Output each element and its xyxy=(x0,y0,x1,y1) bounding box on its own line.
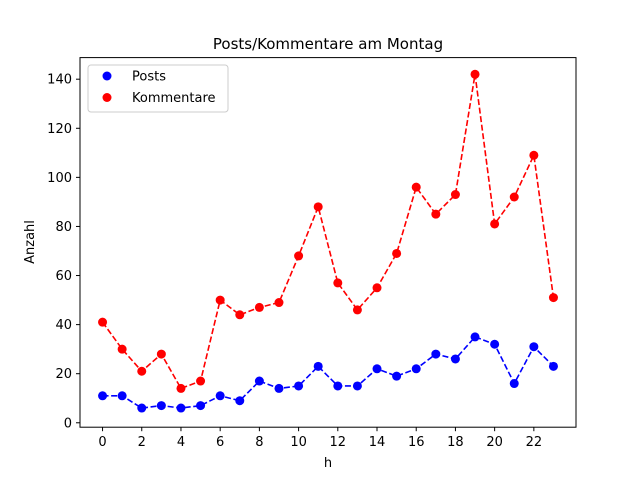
data-point xyxy=(176,403,186,413)
y-axis-label: Anzahl xyxy=(23,220,38,264)
data-point xyxy=(196,376,206,386)
data-point xyxy=(98,391,108,401)
data-point xyxy=(548,293,558,303)
y-tick-label: 120 xyxy=(47,122,72,137)
data-point xyxy=(470,332,480,342)
y-axis-ticks: 0 20 40 60 80 100 120 140 xyxy=(47,73,80,431)
data-point xyxy=(274,383,284,393)
series-kommentare xyxy=(98,69,558,393)
x-tick-label: 12 xyxy=(330,435,347,450)
x-tick-label: 20 xyxy=(486,435,503,450)
legend-label: Kommentare xyxy=(132,91,216,106)
data-point xyxy=(137,403,147,413)
x-tick-label: 10 xyxy=(290,435,307,450)
data-point xyxy=(450,190,460,200)
data-point xyxy=(313,202,323,212)
legend-box xyxy=(87,64,229,113)
y-tick-label: 100 xyxy=(47,171,72,186)
legend: Posts Kommentare xyxy=(87,64,229,113)
data-point xyxy=(372,364,382,374)
data-point xyxy=(274,298,284,308)
series-posts xyxy=(98,332,558,413)
data-point xyxy=(313,361,323,371)
y-tick-label: 60 xyxy=(55,269,72,284)
x-tick-label: 16 xyxy=(408,435,425,450)
data-point xyxy=(117,391,127,401)
legend-marker xyxy=(102,71,112,81)
x-tick-label: 8 xyxy=(255,435,263,450)
data-point xyxy=(372,283,382,293)
data-point xyxy=(548,361,558,371)
legend-label: Posts xyxy=(132,70,166,85)
data-point xyxy=(117,344,127,354)
data-point xyxy=(392,248,402,258)
series-line xyxy=(101,74,555,390)
data-point xyxy=(215,295,225,305)
data-point xyxy=(333,381,343,391)
x-tick-label: 0 xyxy=(98,435,106,450)
data-point xyxy=(529,342,539,352)
y-tick-label: 20 xyxy=(55,367,72,382)
data-point xyxy=(529,150,539,160)
data-point xyxy=(196,401,206,411)
data-point xyxy=(490,219,500,229)
data-point xyxy=(294,251,304,261)
data-point xyxy=(294,381,304,391)
chart-title: Posts/Kommentare am Montag xyxy=(213,35,443,53)
x-tick-label: 14 xyxy=(369,435,386,450)
y-tick-label: 40 xyxy=(55,318,72,333)
data-point xyxy=(98,317,108,327)
x-axis-label: h xyxy=(324,456,332,471)
data-point xyxy=(137,366,147,376)
series-line xyxy=(102,335,555,409)
data-point xyxy=(509,379,519,389)
x-tick-label: 18 xyxy=(447,435,464,450)
data-point xyxy=(450,354,460,364)
data-point xyxy=(411,182,421,192)
x-tick-label: 6 xyxy=(216,435,224,450)
y-tick-label: 140 xyxy=(47,73,72,88)
data-point xyxy=(411,364,421,374)
data-point xyxy=(392,371,402,381)
data-point xyxy=(509,192,519,202)
data-point xyxy=(254,302,264,312)
y-tick-label: 80 xyxy=(55,220,72,235)
y-tick-label: 0 xyxy=(64,416,72,431)
data-point xyxy=(176,383,186,393)
data-point xyxy=(352,381,362,391)
x-tick-label: 22 xyxy=(526,435,543,450)
data-point xyxy=(352,305,362,315)
data-point xyxy=(333,278,343,288)
data-point xyxy=(235,310,245,320)
data-point xyxy=(156,401,166,411)
plot-frame xyxy=(79,57,577,428)
data-point xyxy=(470,69,480,79)
series-layer xyxy=(98,69,558,413)
data-point xyxy=(490,339,500,349)
data-point xyxy=(431,209,441,219)
data-point xyxy=(254,376,264,386)
x-tick-label: 2 xyxy=(138,435,146,450)
x-tick-label: 4 xyxy=(177,435,185,450)
data-point xyxy=(156,349,166,359)
data-point xyxy=(235,396,245,406)
data-point xyxy=(431,349,441,359)
legend-marker xyxy=(102,93,112,102)
x-axis-ticks: 0 2 4 6 8 10 12 14 16 18 20 22 xyxy=(98,427,542,450)
data-point xyxy=(215,391,225,401)
